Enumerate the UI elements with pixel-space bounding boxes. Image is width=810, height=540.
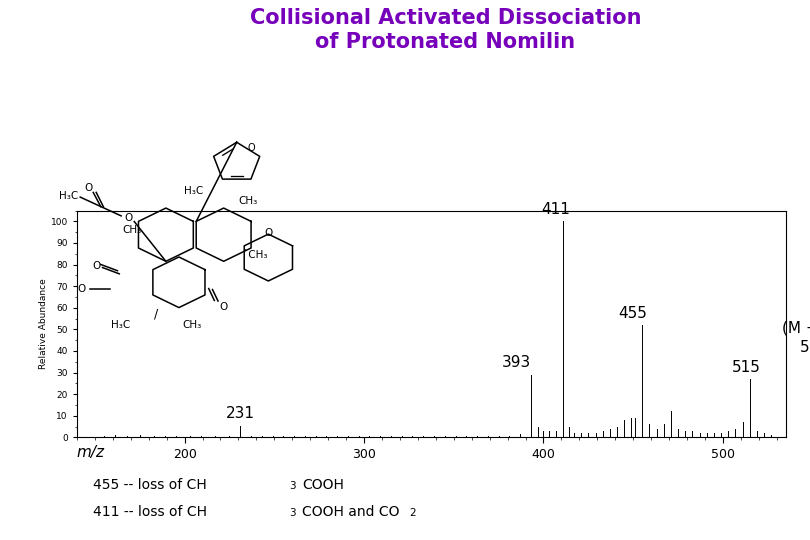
Text: 515: 515 — [731, 360, 761, 375]
Text: /: / — [155, 307, 159, 320]
Text: COOH: COOH — [302, 478, 344, 492]
Text: 3: 3 — [289, 508, 296, 518]
Text: CH₃: CH₃ — [122, 225, 142, 235]
Text: O: O — [220, 302, 228, 312]
Text: 393: 393 — [502, 355, 531, 370]
Text: 455 -- loss of CH: 455 -- loss of CH — [93, 478, 207, 492]
Text: 455: 455 — [619, 306, 648, 321]
Text: H₃C: H₃C — [59, 191, 79, 200]
Text: CH₃: CH₃ — [238, 196, 258, 206]
Text: O: O — [247, 143, 254, 153]
Y-axis label: Relative Abundance: Relative Abundance — [39, 279, 48, 369]
Text: 411 -- loss of CH: 411 -- loss of CH — [93, 505, 207, 519]
Text: O: O — [78, 285, 86, 294]
Text: 411: 411 — [542, 202, 570, 217]
Text: 3: 3 — [289, 481, 296, 491]
Text: 515: 515 — [800, 340, 810, 355]
Text: O: O — [124, 213, 132, 224]
Text: (M + H)⁺: (M + H)⁺ — [782, 321, 810, 336]
Text: m/z: m/z — [77, 446, 105, 461]
Text: O: O — [84, 183, 92, 193]
Text: 231: 231 — [226, 406, 254, 421]
Text: 2: 2 — [409, 508, 416, 518]
Text: COOH and CO: COOH and CO — [302, 505, 399, 519]
Text: H₃C: H₃C — [184, 186, 203, 195]
Text: O: O — [264, 227, 272, 238]
Text: of Protonated Nomilin: of Protonated Nomilin — [315, 32, 576, 52]
Text: Collisional Activated Dissociation: Collisional Activated Dissociation — [249, 8, 642, 28]
Text: CH₃: CH₃ — [183, 320, 202, 330]
Text: O: O — [92, 261, 100, 271]
Text: `CH₃: `CH₃ — [243, 250, 268, 260]
Text: H₃C: H₃C — [111, 320, 130, 330]
